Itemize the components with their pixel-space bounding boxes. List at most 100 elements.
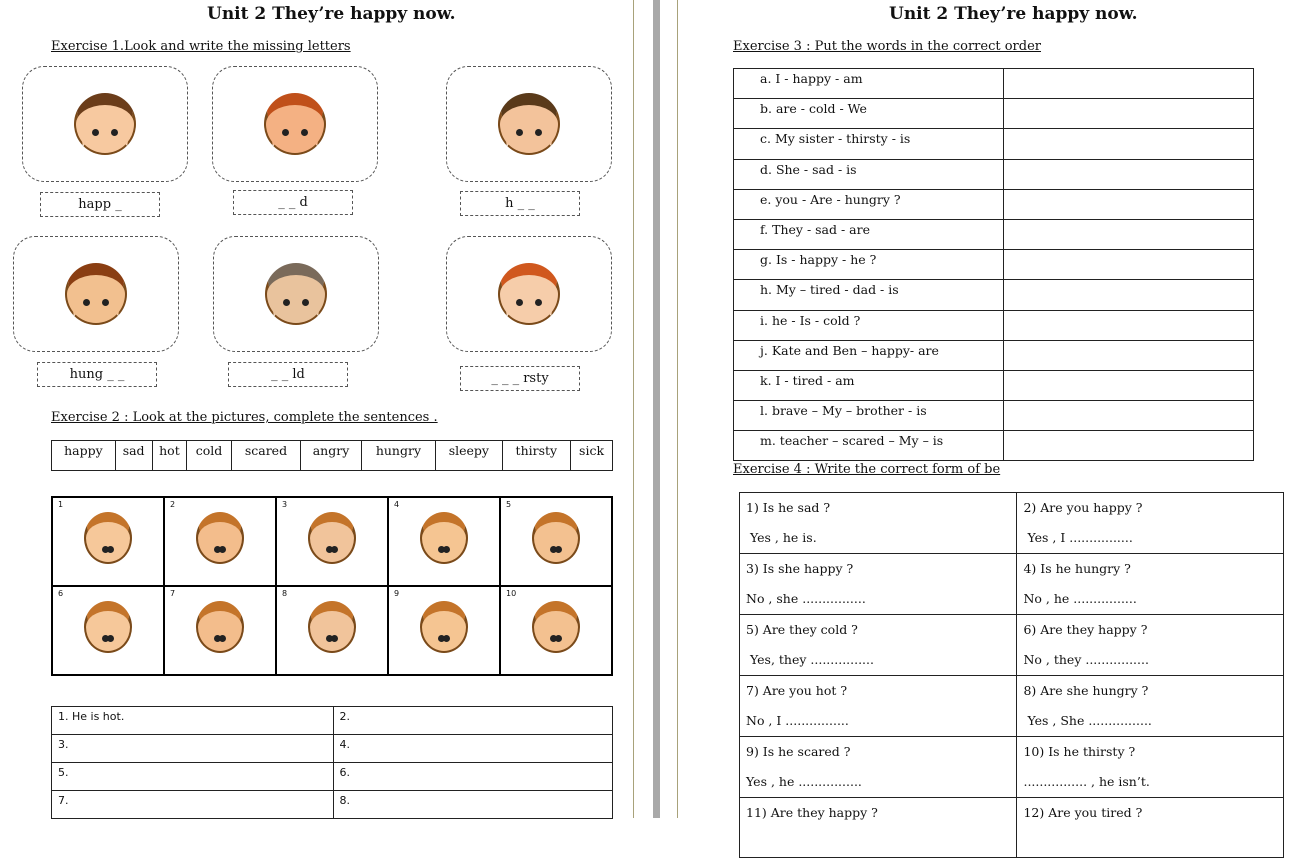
child-illustration: [498, 263, 560, 325]
answer-cell[interactable]: [1003, 309, 1254, 341]
word-bank-item: thirsty: [501, 440, 572, 471]
order-row: d. She - sad - is: [733, 158, 1254, 190]
be-cell[interactable]: 12) Are you tired ?: [1016, 797, 1284, 858]
be-cell[interactable]: 6) Are they happy ? No , they ...........…: [1016, 614, 1284, 676]
be-cell[interactable]: 1) Is he sad ? Yes , he is.: [738, 492, 1018, 554]
picture-number: 9: [394, 589, 400, 598]
be-cell[interactable]: 11) Are they happy ?: [738, 797, 1018, 858]
answer-box[interactable]: hung _ _: [37, 362, 157, 387]
child-illustration: [308, 601, 356, 653]
word-bank-item: scared: [230, 440, 302, 471]
sentence-cell[interactable]: 4.: [332, 734, 613, 763]
picture-cell: 4: [387, 496, 501, 587]
scrambled-words: f. They - sad - are: [733, 218, 1004, 251]
exercise2-heading: Exercise 2 : Look at the pictures, compl…: [51, 410, 438, 425]
sentence-row: 3. 4.: [51, 734, 613, 763]
answer-box[interactable]: happ _: [40, 192, 160, 217]
order-row: a. I - happy - am: [733, 67, 1254, 100]
picture-cell: 2: [163, 496, 277, 587]
exercise1-heading: Exercise 1.Look and write the missing le…: [51, 39, 351, 54]
sentence-cell[interactable]: 8.: [332, 790, 613, 819]
page-title-right: Unit 2 They’re happy now.: [889, 4, 1138, 24]
be-cell[interactable]: 5) Are they cold ? Yes, they ...........…: [738, 614, 1018, 676]
order-row: f. They - sad - are: [733, 218, 1254, 251]
word-bank-item: sick: [570, 440, 613, 471]
answer-box[interactable]: _ _ ld: [228, 362, 348, 387]
scrambled-words: e. you - Are - hungry ?: [733, 188, 1004, 220]
answer[interactable]: ................ , he isn’t.: [1023, 774, 1150, 789]
answer-cell[interactable]: [1003, 279, 1254, 311]
be-row: 1) Is he sad ? Yes , he is. 2) Are you ha…: [738, 492, 1284, 554]
be-cell[interactable]: 2) Are you happy ? Yes , I .............…: [1016, 492, 1284, 554]
answer-cell[interactable]: [1003, 339, 1254, 371]
child-illustration: [74, 93, 136, 155]
sentence-cell[interactable]: 2.: [332, 706, 613, 735]
picture-number: 10: [506, 589, 517, 598]
order-row: b. are - cold - We: [733, 98, 1254, 130]
answer[interactable]: No , she ................: [746, 591, 866, 606]
be-cell[interactable]: 7) Are you hot ? No , I ................: [738, 675, 1018, 737]
answer-cell[interactable]: [1003, 369, 1254, 402]
child-illustration: [532, 512, 580, 564]
picture-number: 6: [58, 589, 64, 598]
sentence-cell[interactable]: 3.: [51, 734, 334, 763]
be-cell[interactable]: 4) Is he hungry ? No , he ...............…: [1016, 553, 1284, 615]
answer-cell[interactable]: [1003, 98, 1254, 130]
scrambled-words: i. he - Is - cold ?: [733, 309, 1004, 341]
be-cell[interactable]: 8) Are she hungry ? Yes , She ..........…: [1016, 675, 1284, 737]
be-cell[interactable]: 9) Is he scared ? Yes , he ..............…: [738, 736, 1018, 798]
picture-card: [13, 236, 179, 352]
exercise3-heading: Exercise 3 : Put the words in the correc…: [733, 39, 1041, 54]
answer-cell[interactable]: [1003, 158, 1254, 190]
answer-box[interactable]: _ _ _ rsty: [460, 366, 580, 391]
answer-cell[interactable]: [1003, 128, 1254, 160]
picture-cell: 10: [499, 585, 613, 676]
word-bank-item: happy: [51, 440, 116, 471]
page-border-right: [677, 0, 678, 818]
picture-number: 5: [506, 500, 512, 509]
answer-cell[interactable]: [1003, 400, 1254, 432]
picture-card: [22, 66, 188, 182]
question: 9) Is he scared ?: [746, 744, 851, 759]
answer[interactable]: Yes, they ................: [746, 652, 874, 667]
sentence-row: 7. 8.: [51, 790, 613, 819]
answer[interactable]: Yes , he ................: [746, 774, 862, 789]
sentence-cell[interactable]: 7.: [51, 790, 334, 819]
answer-cell[interactable]: [1003, 249, 1254, 281]
answer-cell[interactable]: [1003, 430, 1254, 462]
answer[interactable]: No , he ................: [1023, 591, 1137, 606]
answer[interactable]: Yes , I ................: [1023, 530, 1133, 545]
answer[interactable]: No , I ................: [746, 713, 849, 728]
answer[interactable]: Yes , She ................: [1023, 713, 1152, 728]
sentence-cell[interactable]: 1. He is hot.: [51, 706, 334, 735]
question: 10) Is he thirsty ?: [1023, 744, 1136, 759]
exercise4-heading: Exercise 4 : Write the correct form of b…: [733, 462, 1001, 477]
answer[interactable]: No , they ................: [1023, 652, 1149, 667]
answer-box[interactable]: _ _ d: [233, 190, 353, 215]
be-cell[interactable]: 3) Is she happy ? No , she ..............…: [738, 553, 1018, 615]
child-illustration: [84, 512, 132, 564]
child-illustration: [65, 263, 127, 325]
picture-number: 8: [282, 589, 288, 598]
be-cell[interactable]: 10) Is he thirsty ? ................ , he…: [1016, 736, 1284, 798]
answer[interactable]: Yes , he is.: [746, 530, 817, 545]
scrambled-words: g. Is - happy - he ?: [733, 249, 1004, 281]
picture-number: 1: [58, 500, 64, 509]
child-illustration: [420, 601, 468, 653]
sentence-row: 5. 6.: [51, 762, 613, 791]
picture-card: [213, 236, 379, 352]
order-row: l. brave – My – brother - is: [733, 400, 1254, 432]
sentence-row: 1. He is hot. 2.: [51, 706, 613, 735]
answer-cell[interactable]: [1003, 218, 1254, 251]
answer-cell[interactable]: [1003, 67, 1254, 100]
be-row: 3) Is she happy ? No , she ..............…: [738, 553, 1284, 615]
sentence-cell[interactable]: 5.: [51, 762, 334, 791]
sentence-cell[interactable]: 6.: [332, 762, 613, 791]
answer-cell[interactable]: [1003, 188, 1254, 220]
question: 11) Are they happy ?: [746, 805, 878, 820]
question: 6) Are they happy ?: [1023, 622, 1148, 637]
scrambled-words: b. are - cold - We: [733, 98, 1004, 130]
scrambled-words: l. brave – My – brother - is: [733, 400, 1004, 432]
order-row: m. teacher – scared – My – is: [733, 430, 1254, 462]
answer-box[interactable]: h _ _: [460, 191, 580, 216]
